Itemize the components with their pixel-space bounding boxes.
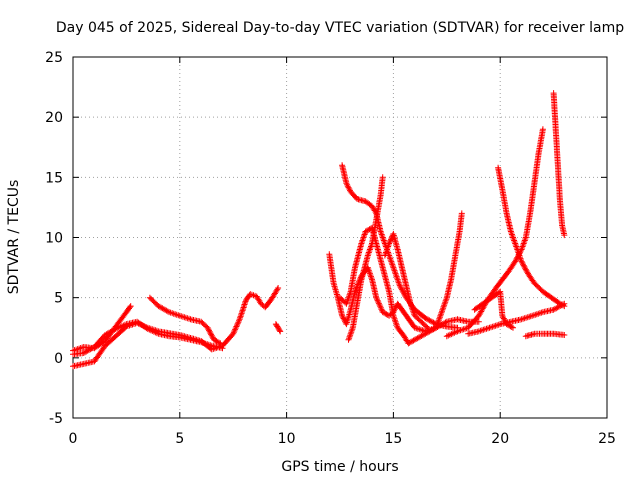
data-point-markers — [522, 330, 568, 340]
series-track-i — [345, 174, 386, 343]
axis-ticks: 0 5 10 15 20 25 -5 0 5 10 15 20 25 — [45, 50, 616, 447]
series-track-l — [495, 164, 568, 310]
series-track-e — [272, 321, 284, 335]
data-point-markers — [495, 164, 568, 310]
y-tick-label: 5 — [54, 291, 63, 307]
series-track-n — [465, 300, 568, 337]
x-tick-label: 0 — [69, 431, 78, 447]
y-tick-label: -5 — [49, 411, 63, 427]
series-track-d — [146, 294, 224, 347]
y-tick-label: 25 — [45, 50, 63, 66]
data-point-markers — [550, 90, 568, 239]
y-tick-label: 0 — [54, 351, 63, 367]
grid-lines — [73, 57, 607, 418]
data-point-markers — [465, 300, 568, 337]
series-track-j — [381, 230, 431, 331]
x-tick-label: 20 — [491, 431, 509, 447]
series-track-o — [471, 288, 516, 331]
x-axis-label: GPS time / hours — [281, 459, 398, 475]
data-markers — [70, 90, 568, 370]
data-point-markers — [146, 294, 224, 347]
series-track-m — [550, 90, 568, 239]
chart-title: Day 045 of 2025, Sidereal Day-to-day VTE… — [56, 20, 624, 36]
series-track-c — [70, 318, 226, 358]
y-tick-label: 20 — [45, 110, 63, 126]
x-tick-label: 25 — [598, 431, 616, 447]
x-tick-label: 15 — [384, 431, 402, 447]
data-point-markers — [381, 230, 431, 331]
y-tick-label: 10 — [45, 231, 63, 247]
x-tick-label: 5 — [175, 431, 184, 447]
data-point-markers — [70, 318, 226, 358]
series-track-p — [522, 330, 568, 340]
data-point-markers — [345, 174, 386, 343]
data-point-markers — [471, 288, 516, 331]
x-tick-label: 10 — [278, 431, 296, 447]
y-axis-label: SDTVAR / TECUs — [6, 180, 22, 295]
y-tick-label: 15 — [45, 170, 63, 186]
data-point-markers — [272, 321, 284, 335]
